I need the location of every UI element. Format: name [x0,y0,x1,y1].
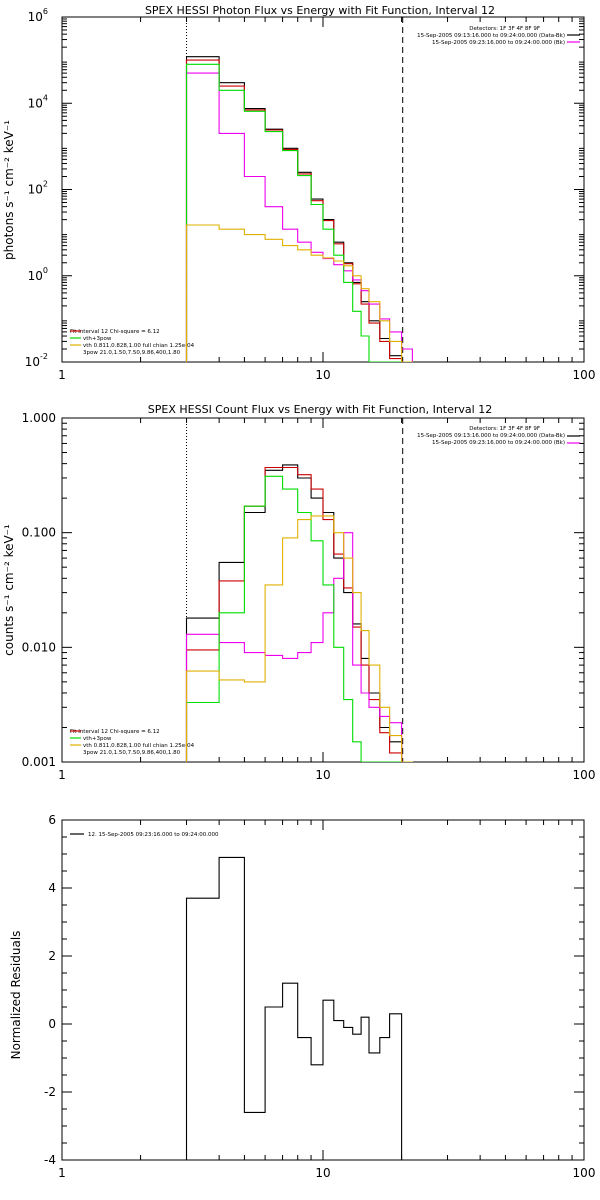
y-tick-label: 1.000 [22,411,56,425]
count-flux-panel: SPEX HESSI Count Flux vs Energy with Fit… [2,403,595,782]
y-tick-label: -4 [44,1153,56,1167]
series-1-histogram [185,59,413,362]
series-group [185,856,403,1160]
fit-3pow-label: 3pow 21.0,1.50,7.50,9.86,400,1.80 [83,350,181,356]
photon-flux-header: Detectors: 1F 3F 4F 8F 9F 15-Sep-2005 09… [417,26,565,46]
photon-flux-ylabel: photons s⁻¹ cm⁻² keV⁻¹ [2,120,16,260]
detectors-label: Detectors: 1F 3F 4F 8F 9F [469,426,540,432]
x-tick-label: 1 [58,1166,66,1180]
series-3-histogram [185,475,413,762]
data-interval-label: 15-Sep-2005 09:13:16.000 to 09:24:00.000… [417,433,565,439]
y-tick-exponent: -2 [40,352,48,361]
series-0-histogram [185,56,413,362]
series-2-histogram [185,72,413,362]
count-flux-fit-legend: Fit Interval 12 Chi-square = 6.12 vth+3p… [70,729,195,756]
y-tick-label: 100 [28,266,48,283]
x-tick-label: 100 [573,368,596,382]
residuals-panel: Normalized Residuals 12. 15-Sep-2005 09:… [9,813,595,1180]
fit-vth-label: vth 0.811,0.828,1.00 full chian 1.25e-04 [83,743,195,749]
count-flux-header: Detectors: 1F 3F 4F 8F 9F 15-Sep-2005 09… [417,426,565,446]
x-tick-label: 100 [573,768,596,782]
count-flux-title: SPEX HESSI Count Flux vs Energy with Fit… [148,403,492,416]
y-tick-exponent: 2 [43,180,48,189]
y-tick-label: 106 [28,7,48,24]
fit-3pow-label: 3pow 21.0,1.50,7.50,9.86,400,1.80 [83,750,181,756]
plot-frame [61,819,585,1161]
fit-interval-label: Fit Interval 12 Chi-square = 6.12 [70,329,160,335]
x-tick-label: 10 [315,368,330,382]
y-tick-exponent: 6 [43,7,48,16]
x-tick-label: 10 [315,768,330,782]
series-0-histogram [185,856,403,1160]
plot-frame [61,417,585,763]
y-tick-label: 0.010 [22,640,56,654]
x-tick-label: 10 [315,1166,330,1180]
y-tick-label: 2 [48,949,56,963]
y-tick-label: 4 [48,881,56,895]
data-interval-label: 15-Sep-2005 09:13:16.000 to 09:24:00.000… [417,33,565,39]
y-tick-label: 0.100 [22,526,56,540]
series-3-histogram [185,63,413,362]
bk-interval-label: 15-Sep-2005 09:23:16.000 to 09:24:00.000… [432,40,565,46]
fit-vth-label: vth 0.811,0.828,1.00 full chian 1.25e-04 [83,343,195,349]
series-4-histogram [185,224,413,362]
detectors-label: Detectors: 1F 3F 4F 8F 9F [469,26,540,32]
series-0-histogram [185,464,413,762]
fit-interval-label: Fit Interval 12 Chi-square = 6.12 [70,729,160,735]
y-tick-label: 102 [28,180,48,197]
y-tick-exponent: 0 [43,266,48,275]
series-group [185,464,413,762]
residuals-legend-label: 12. 15-Sep-2005 09:23:16.000 to 09:24:00… [88,832,219,838]
fit-model-label: vth+3pow [83,736,112,742]
photon-flux-title: SPEX HESSI Photon Flux vs Energy with Fi… [145,4,495,17]
photon-flux-panel: SPEX HESSI Photon Flux vs Energy with Fi… [2,4,595,382]
y-tick-label: -2 [44,1085,56,1099]
residuals-ylabel: Normalized Residuals [9,931,23,1060]
count-flux-ylabel: counts s⁻¹ cm⁻² keV⁻¹ [2,524,16,656]
y-tick-exponent: 4 [43,93,48,102]
y-tick-label: 104 [28,93,48,110]
y-tick-label: 0 [48,1017,56,1031]
y-tick-label: 6 [48,813,56,827]
bk-interval-label: 15-Sep-2005 09:23:16.000 to 09:24:00.000… [432,440,565,446]
y-tick-label: 0.001 [22,755,56,769]
series-2-histogram [185,532,413,762]
x-tick-label: 100 [573,1166,596,1180]
series-4-histogram [185,515,413,762]
plot-frame [61,16,585,363]
fit-model-label: vth+3pow [83,336,112,342]
x-tick-label: 1 [58,768,66,782]
series-group [185,56,413,362]
x-tick-label: 1 [58,368,66,382]
y-tick-label: 10-2 [25,352,48,369]
photon-flux-fit-legend: Fit Interval 12 Chi-square = 6.12 vth+3p… [70,329,195,356]
